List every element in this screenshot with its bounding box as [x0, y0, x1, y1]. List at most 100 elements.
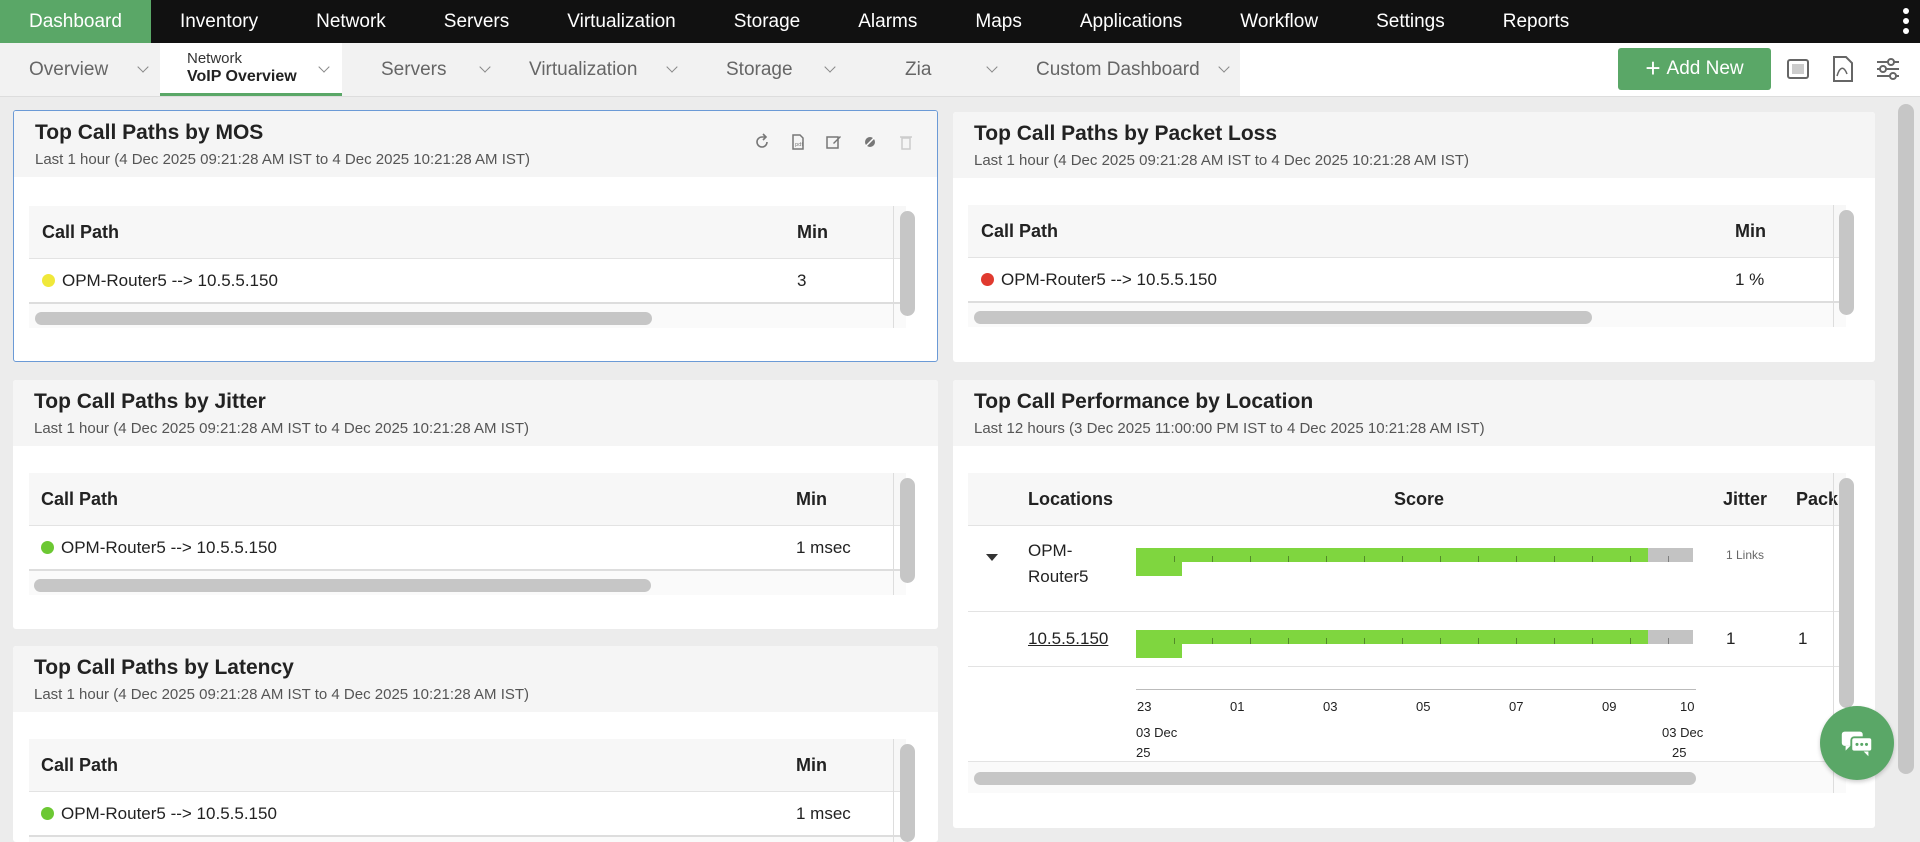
min-value: 1 %: [1735, 270, 1765, 289]
nav-tab-inventory[interactable]: Inventory: [179, 10, 259, 32]
vertical-scrollbar[interactable]: [900, 478, 915, 583]
column-min[interactable]: Min: [796, 755, 827, 775]
subtab-servers-label: Servers: [381, 58, 447, 80]
nav-tab-settings[interactable]: Settings: [1376, 10, 1445, 32]
chevron-down-icon[interactable]: [479, 61, 491, 73]
nav-tab-workflow[interactable]: Workflow: [1240, 10, 1319, 32]
score-bar[interactable]: [1136, 548, 1648, 562]
nav-tab-storage[interactable]: Storage: [733, 10, 801, 32]
nav-tab-dashboard[interactable]: Dashboard: [0, 0, 151, 43]
score-tick: [1592, 556, 1593, 562]
score-tick: [1326, 638, 1327, 644]
score-tick: [1516, 638, 1517, 644]
column-packet-loss[interactable]: Pack: [1796, 489, 1839, 509]
widget-call-performance-by-location[interactable]: Top Call Performance by Location Last 12…: [953, 380, 1875, 828]
subtab-servers[interactable]: Servers: [381, 43, 496, 96]
edit-icon[interactable]: [825, 133, 843, 151]
column-locations[interactable]: Locations: [1028, 489, 1114, 509]
score-tick: [1326, 556, 1327, 562]
score-tick: [1174, 556, 1175, 562]
chevron-down-icon[interactable]: [666, 61, 678, 73]
table-row[interactable]: OPM-Router5 --> 10.5.5.150 1 msec: [29, 792, 906, 837]
widget-top-call-paths-jitter[interactable]: Top Call Paths by Jitter Last 1 hour (4 …: [13, 380, 938, 629]
axis-tick-label: 01: [1230, 699, 1245, 714]
subtab-storage[interactable]: Storage: [726, 43, 841, 96]
score-bar[interactable]: [1136, 630, 1648, 644]
horizontal-scrollbar[interactable]: [974, 772, 1696, 785]
location-row[interactable]: 10.5.5.150 1 1: [968, 613, 1846, 667]
page-vertical-scrollbar[interactable]: [1898, 104, 1914, 774]
axis-date-label: 25: [1136, 745, 1151, 760]
column-min[interactable]: Min: [1735, 221, 1766, 241]
pdf-icon[interactable]: pdf: [789, 133, 807, 151]
chevron-down-icon[interactable]: [824, 61, 836, 73]
widget-title: Top Call Paths by Jitter: [34, 390, 266, 413]
nav-tab-servers[interactable]: Servers: [443, 10, 510, 32]
unlink-icon[interactable]: [861, 133, 879, 151]
export-pdf-icon[interactable]: [1827, 54, 1857, 84]
nav-tab-applications[interactable]: Applications: [1079, 10, 1183, 32]
more-menu-icon[interactable]: [1902, 8, 1910, 34]
column-call-path[interactable]: Call Path: [41, 489, 119, 509]
table-header: Locations Score Jitter Pack: [968, 473, 1846, 526]
nav-tab-reports[interactable]: Reports: [1502, 10, 1570, 32]
vertical-scrollbar[interactable]: [1839, 210, 1854, 315]
nav-tab-virtualization[interactable]: Virtualization: [567, 10, 676, 32]
table-header: Call Path Min: [29, 206, 906, 259]
vertical-scrollbar[interactable]: [900, 744, 915, 842]
location-ip-link[interactable]: 10.5.5.150: [1028, 629, 1109, 648]
add-new-button[interactable]: + Add New: [1618, 48, 1771, 90]
refresh-icon[interactable]: [753, 133, 771, 151]
table-row[interactable]: OPM-Router5 --> 10.5.5.150 1 %: [968, 258, 1846, 303]
widget-top-call-paths-latency[interactable]: Top Call Paths by Latency Last 1 hour (4…: [13, 646, 938, 842]
column-min[interactable]: Min: [796, 489, 827, 509]
widget-title: Top Call Performance by Location: [974, 390, 1314, 413]
widget-top-call-paths-mos[interactable]: Top Call Paths by MOS Last 1 hour (4 Dec…: [13, 110, 938, 362]
collapse-caret-icon[interactable]: [986, 554, 998, 561]
status-dot: [42, 274, 55, 287]
column-score[interactable]: Score: [1394, 489, 1445, 509]
subtab-voip-label: VoIP Overview: [187, 68, 297, 85]
fullscreen-icon[interactable]: [1783, 54, 1813, 84]
subtab-zia[interactable]: Zia: [905, 43, 1000, 96]
chevron-down-icon[interactable]: [318, 61, 330, 73]
call-path-table: Call Path Min OPM-Router5 --> 10.5.5.150…: [968, 205, 1846, 327]
chevron-down-icon[interactable]: [137, 61, 149, 73]
horizontal-scrollbar[interactable]: [35, 312, 652, 325]
chevron-down-icon[interactable]: [1218, 61, 1230, 73]
sliders-icon[interactable]: [1873, 54, 1903, 84]
subtab-virtualization[interactable]: Virtualization: [529, 43, 684, 96]
score-tick: [1440, 638, 1441, 644]
widget-subtitle: Last 1 hour (4 Dec 2025 09:21:28 AM IST …: [34, 420, 530, 437]
score-tick: [1478, 638, 1479, 644]
chat-button[interactable]: [1820, 706, 1894, 780]
table-row[interactable]: OPM-Router5 --> 10.5.5.150 1 msec: [29, 526, 906, 571]
table-row[interactable]: OPM-Router5 --> 10.5.5.150 3: [29, 259, 906, 304]
subtab-overview[interactable]: Overview: [29, 43, 159, 96]
min-value: 3: [797, 271, 807, 290]
subtab-virtualization-label: Virtualization: [529, 58, 638, 80]
score-tick: [1440, 556, 1441, 562]
column-min[interactable]: Min: [797, 222, 828, 242]
call-path-value: OPM-Router5 --> 10.5.5.150: [62, 271, 278, 290]
nav-tab-maps[interactable]: Maps: [975, 10, 1022, 32]
horizontal-scrollbar[interactable]: [34, 579, 651, 592]
location-row[interactable]: OPM- Router5 1 Links: [968, 526, 1846, 612]
subtab-network-label: Network: [187, 50, 243, 67]
vertical-scrollbar[interactable]: [1839, 478, 1854, 708]
chevron-down-icon[interactable]: [986, 61, 998, 73]
horizontal-scrollbar[interactable]: [974, 311, 1592, 324]
delete-icon[interactable]: [897, 133, 915, 151]
vertical-scrollbar[interactable]: [900, 211, 915, 316]
column-jitter[interactable]: Jitter: [1723, 489, 1768, 509]
nav-tab-alarms[interactable]: Alarms: [858, 10, 918, 32]
column-call-path[interactable]: Call Path: [42, 222, 120, 242]
nav-tab-network[interactable]: Network: [316, 10, 386, 32]
widget-top-call-paths-packet-loss[interactable]: Top Call Paths by Packet Loss Last 1 hou…: [953, 112, 1875, 362]
score-tick: [1554, 638, 1555, 644]
call-path-table: Call Path Min OPM-Router5 --> 10.5.5.150…: [29, 739, 906, 842]
subtab-network-voip[interactable]: Network VoIP Overview: [160, 43, 342, 96]
column-call-path[interactable]: Call Path: [981, 221, 1059, 241]
column-call-path[interactable]: Call Path: [41, 755, 119, 775]
subtab-custom-dashboard[interactable]: Custom Dashboard: [1036, 43, 1236, 96]
